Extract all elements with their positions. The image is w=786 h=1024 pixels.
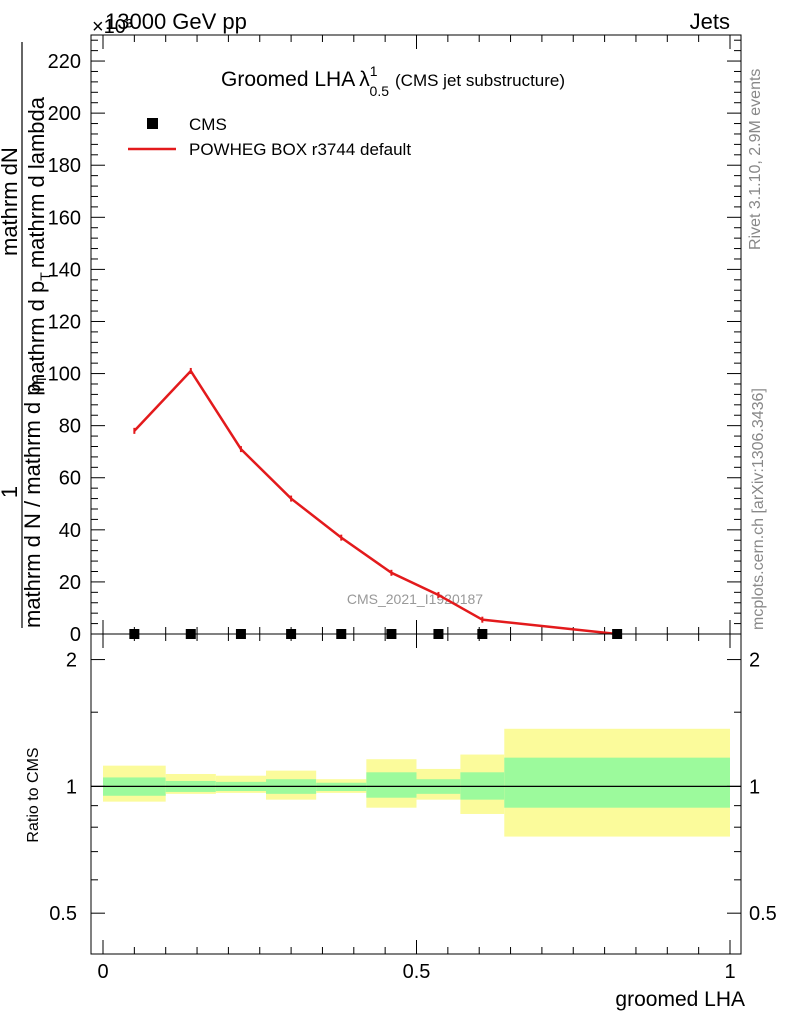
ratio-y-tick-label: 0.5 — [49, 903, 77, 925]
mcplots-label: mcplots.cern.ch [arXiv:1306.3436] — [750, 388, 767, 630]
ratio-y-axis-label: Ratio to CMS — [25, 747, 42, 842]
main-y-tick-label: 160 — [48, 207, 81, 229]
legend-powheg-label: POWHEG BOX r3744 default — [189, 140, 411, 159]
main-y-tick-label: 60 — [59, 468, 81, 490]
ratio-y-ticks: 0.5 0.5 1 1 2 2 — [49, 650, 777, 926]
main-y-tick-label: 220 — [48, 51, 81, 73]
ratio-x-tick-label: 1 — [724, 961, 735, 983]
ratio-x-ticks: 0 0.5 1 — [97, 634, 736, 983]
ratio-inner-band — [366, 772, 417, 798]
main-y-tick-label: 20 — [59, 572, 81, 594]
rivet-label: Rivet 3.1.10, 2.9M events — [747, 69, 764, 250]
ratio-y-tick-label-right: 1 — [749, 776, 760, 798]
y-label-right: mathrm d pTmathrm d lambda — [24, 96, 53, 392]
main-y-tick-label: 80 — [59, 416, 81, 438]
main-y-tick-label: 140 — [48, 259, 81, 281]
ratio-x-tick-label: 0 — [97, 961, 108, 983]
main-y-tick-label: 120 — [48, 311, 81, 333]
y-label-numerator-one: 1 — [0, 486, 22, 498]
ratio-y-tick-label-right: 0.5 — [749, 903, 777, 925]
main-y-ticks: 0 20 40 60 80 100 120 140 160 180 200 220 — [48, 39, 741, 646]
energy-label: 13000 GeV pp — [105, 9, 247, 34]
legend-cms-marker — [147, 118, 158, 129]
y-label-top: mathrm dN — [0, 147, 22, 256]
y-label-denominator: mathrm d N / mathrm d pT — [20, 374, 49, 628]
y-exponent-label: ×10³ — [92, 16, 133, 38]
main-y-tick-label: 40 — [59, 520, 81, 542]
main-y-tick-label: 0 — [70, 624, 81, 646]
main-y-tick-label: 200 — [48, 103, 81, 125]
plot-title: Groomed LHA λ1 0.5(CMS jet substructure) — [221, 63, 565, 99]
ratio-inner-band — [504, 757, 730, 808]
main-x-ticks — [102, 35, 731, 634]
watermark-label: CMS_2021_I1920187 — [347, 591, 483, 607]
ratio-y-tick-label-right: 2 — [749, 650, 760, 672]
ratio-bands-layer — [103, 728, 730, 837]
category-label: Jets — [690, 9, 730, 34]
main-y-tick-label: 100 — [48, 364, 81, 386]
main-y-tick-label: 180 — [48, 155, 81, 177]
ratio-y-tick-label: 1 — [66, 776, 77, 798]
legend-cms-label: CMS — [189, 115, 227, 134]
main-y-axis-label: 1 mathrm d N / mathrm d pT mathrm dN mat… — [0, 42, 53, 628]
ratio-y-tick-label: 2 — [66, 650, 77, 672]
ratio-x-tick-label: 0.5 — [403, 961, 431, 983]
x-axis-label: groomed LHA — [615, 988, 745, 1011]
